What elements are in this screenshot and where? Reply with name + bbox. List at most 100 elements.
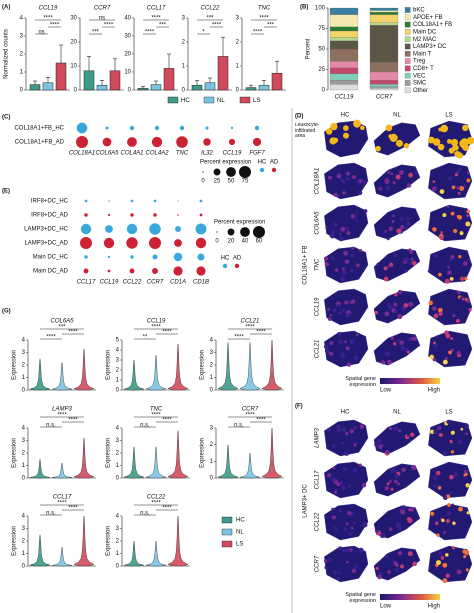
y-tick-label: 25: [318, 67, 325, 73]
y-tick-label: 1: [236, 64, 240, 70]
column-label: CCL19: [100, 280, 119, 286]
spatial-spot: [395, 174, 401, 180]
color-legend-label: AD: [233, 256, 242, 262]
spatial-spot: [465, 483, 470, 488]
spatial-spot: [440, 124, 449, 133]
dot: [102, 137, 112, 147]
legend-swatch: [404, 80, 411, 86]
violin: [167, 515, 189, 567]
spatial-spot: [327, 307, 331, 311]
spatial-spot: [383, 266, 388, 271]
spatial-spot: [445, 573, 450, 578]
y-tick-label: 0: [128, 88, 132, 94]
bar: [217, 56, 229, 91]
spatial-spot: [336, 173, 342, 179]
spatial-spot: [440, 231, 444, 234]
spatial-spot: [349, 338, 355, 345]
spatial-spot: [388, 427, 393, 431]
spatial-spot: [462, 184, 467, 188]
dot: [195, 237, 207, 249]
column-label: CD1A: [170, 280, 186, 286]
spatial-spot: [353, 564, 358, 569]
spatial-spot: [331, 477, 336, 482]
spatial-spot: [351, 246, 355, 250]
column-header: LS: [445, 410, 452, 416]
bar-segment: [329, 73, 359, 81]
spatial-spot: [450, 255, 455, 259]
y-tick-label: 2: [236, 40, 240, 46]
spatial-spot: [436, 560, 441, 565]
spatial-spot: [374, 310, 379, 315]
violin: [217, 342, 239, 391]
spatial-spot: [437, 486, 442, 490]
dot: [153, 199, 157, 203]
sig-label: ns: [38, 29, 44, 35]
spatial-spot: [410, 257, 414, 261]
bar-segment: [329, 7, 359, 15]
y-tick-label: 2: [20, 52, 24, 58]
spatial-spot: [386, 237, 390, 241]
y-tick-label: 1: [210, 459, 214, 465]
bar-segment: [329, 14, 359, 27]
spatial-spot: [324, 566, 328, 570]
dot: [130, 213, 134, 217]
row-label: COL18A1: [315, 168, 321, 194]
spatial-spot: [344, 340, 347, 344]
spatial-spot: [346, 230, 351, 235]
spatial-spot: [398, 170, 404, 176]
spatial-spot: [408, 301, 414, 307]
spatial-spot: [403, 143, 410, 149]
legend-swatch: [404, 36, 411, 43]
colorbar: [380, 378, 440, 384]
sig-label: n.s.: [46, 510, 56, 516]
spatial-spot: [323, 256, 329, 261]
y-tick-label: 0: [182, 88, 186, 94]
chart-title: CCL19: [147, 319, 166, 325]
spatial-spot: [360, 125, 365, 131]
bar-segment: [369, 22, 399, 26]
spatial-spot: [329, 341, 334, 346]
spatial-spot: [344, 259, 350, 264]
spatial-spot: [346, 362, 352, 367]
spatial-spot: [338, 508, 343, 513]
y-tick-label: 0: [22, 388, 26, 394]
y-tick-label: 3: [116, 526, 120, 532]
dot: [126, 223, 138, 235]
spatial-spot: [345, 522, 349, 526]
spatial-spot: [408, 261, 413, 266]
bar: [163, 68, 175, 91]
y-tick-label: 30: [70, 16, 77, 22]
spatial-spot: [340, 178, 344, 182]
spatial-spot: [468, 308, 472, 312]
bar-segment: [369, 7, 399, 11]
spatial-spot: [407, 518, 413, 524]
color-legend-dot: [222, 263, 228, 269]
spatial-spot: [388, 527, 393, 531]
legend-label: CD8+ T: [413, 66, 434, 72]
violin: [167, 430, 189, 479]
sig-label: ns: [99, 15, 105, 21]
y-axis-label: Expression: [12, 350, 18, 380]
violin: [123, 359, 145, 391]
dot: [199, 213, 203, 217]
spatial-spot: [327, 557, 332, 562]
violin: [217, 444, 239, 479]
sig-label: n.s.: [46, 422, 56, 428]
spatial-spot: [401, 505, 407, 511]
spatial-spot: [444, 330, 449, 336]
spatial-spot: [380, 188, 384, 192]
column-header: NL: [393, 113, 401, 119]
spatial-spot: [342, 267, 345, 271]
spatial-spot: [410, 432, 415, 437]
legend-label: LS: [253, 98, 260, 104]
size-legend-dot: [253, 226, 265, 238]
y-tick-label: 0: [210, 388, 214, 394]
spatial-spot: [444, 356, 448, 360]
dot: [149, 237, 161, 249]
spatial-spot: [467, 258, 470, 261]
violin: [73, 515, 95, 567]
size-legend-label: 0: [215, 239, 219, 245]
bar-segment: [369, 88, 399, 91]
spatial-spot: [344, 300, 349, 305]
spatial-spot: [392, 214, 395, 218]
